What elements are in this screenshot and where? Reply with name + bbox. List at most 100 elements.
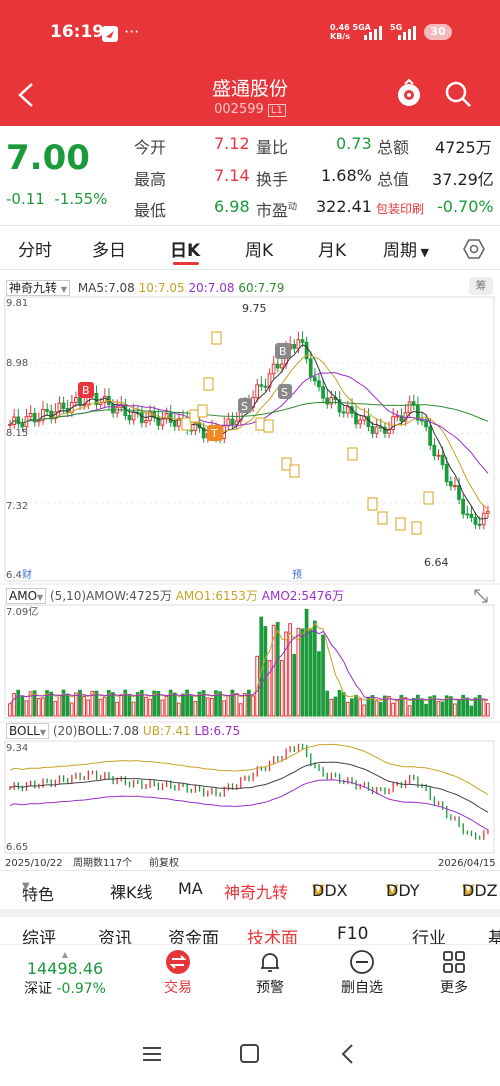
candle-body <box>457 485 461 500</box>
amo-bar <box>387 695 391 717</box>
expand-icon[interactable] <box>474 589 488 603</box>
ma10-value: 10:7.05 <box>138 281 185 295</box>
candle-body <box>292 343 297 349</box>
candle-body <box>354 412 358 425</box>
candle-body <box>296 339 301 349</box>
tab-weekly-k[interactable]: 周K <box>245 241 274 261</box>
amo-bar <box>61 689 66 717</box>
buy-signal-2[interactable]: B <box>275 343 291 359</box>
amo-bar <box>465 697 470 717</box>
amo-bar <box>234 693 239 717</box>
candle-body <box>300 339 305 343</box>
tabbar-trade[interactable]: 交易 <box>138 949 218 997</box>
amo-lines <box>9 622 489 705</box>
home-icon[interactable] <box>238 1042 262 1066</box>
more-notifications-icon: ··· <box>124 22 140 41</box>
chip-button[interactable]: 筹 <box>469 277 493 295</box>
candle-body <box>424 420 428 428</box>
chart-area[interactable]: 9.81 8.98 8.15 7.32 6.4 财 预 9.75 6.64 B … <box>0 270 500 870</box>
recent-apps-icon[interactable] <box>140 1044 164 1064</box>
amo1-value: AMO1:6153万 <box>175 589 258 603</box>
amo-bar <box>177 702 181 717</box>
tabbar-remove-watch[interactable]: 删自选 <box>322 949 402 997</box>
tabbar-alert[interactable]: 预警 <box>230 949 310 997</box>
pe-value: 322.41 <box>316 197 372 216</box>
candle-body <box>201 427 206 439</box>
amo-bar <box>345 701 350 717</box>
amo-bar <box>115 701 119 717</box>
amo-bar <box>444 695 449 717</box>
system-back-icon[interactable] <box>336 1042 360 1066</box>
sell-signal-1[interactable]: S <box>238 398 252 413</box>
indicator-tab-ma[interactable]: MA <box>178 879 203 898</box>
candle-body <box>448 481 453 487</box>
candle-body <box>156 416 161 426</box>
search-icon[interactable] <box>444 80 472 108</box>
indicator-selector[interactable]: 神奇九转 ▼ <box>6 280 70 296</box>
amo-bar <box>382 695 387 717</box>
amo-bar <box>49 691 54 717</box>
amo-legend: AMO▼ (5,10)AMOW:4725万 AMO1:6153万 AMO2:54… <box>6 587 344 604</box>
boll-selector[interactable]: BOLL▼ <box>6 723 49 739</box>
amo-bar <box>362 704 367 717</box>
dropdown-icon: ▼ <box>417 246 429 259</box>
tab-monthly-k[interactable]: 月K <box>318 241 347 261</box>
buy-signal-1[interactable]: B <box>78 382 94 398</box>
candle-body <box>20 423 25 428</box>
nine-turn-marker <box>211 331 222 345</box>
candle-body <box>461 498 465 515</box>
amo2-line <box>9 630 488 705</box>
date-end: 2026/04/15 <box>438 858 496 869</box>
back-icon[interactable] <box>14 80 38 110</box>
signal-icon <box>364 26 382 40</box>
sector-link[interactable]: 包装印刷 <box>376 202 425 216</box>
boll-mid-line <box>9 761 489 813</box>
indicator-tab-magic-nine[interactable]: 神奇九转 <box>224 883 289 902</box>
boll-value: BOLL:7.08 <box>77 724 140 738</box>
pe-label: 市盈动 <box>256 201 298 220</box>
candle-body <box>177 418 181 427</box>
t-signal[interactable]: T <box>207 425 223 441</box>
amo-bar <box>473 697 478 717</box>
candle-body <box>308 358 313 378</box>
amo-bar <box>354 694 358 717</box>
current-price: 7.00 <box>6 138 90 178</box>
section-f10[interactable]: F10 <box>337 924 369 944</box>
tab-multi-day[interactable]: 多日 <box>92 241 126 261</box>
y-label-3: 8.15 <box>6 428 28 439</box>
svg-text:B: B <box>82 384 90 397</box>
sell-signal-2[interactable]: S <box>278 384 292 399</box>
amo-bar <box>90 690 95 717</box>
active-tab-indicator <box>173 262 199 265</box>
tab-intraday[interactable]: 分时 <box>18 241 52 261</box>
amo-selector[interactable]: AMO▼ <box>6 588 47 604</box>
index-widget[interactable]: ▲ 14498.46 深证 -0.97% <box>10 951 120 998</box>
amo-bar <box>20 695 25 717</box>
amo-bar <box>205 697 210 717</box>
ma-lines <box>9 344 489 520</box>
amo-bar <box>218 691 222 717</box>
nine-turn-marker <box>347 447 358 461</box>
amo-bar <box>424 703 428 717</box>
index-change: -0.97% <box>56 981 106 997</box>
settings-hex-icon[interactable] <box>462 237 486 261</box>
candle-body <box>399 415 404 422</box>
amount-value: 4725万 <box>435 138 492 157</box>
forecast-marker[interactable]: 预 <box>292 569 302 581</box>
amo-bar <box>45 690 49 717</box>
tab-daily-k[interactable]: 日K <box>170 241 201 261</box>
finance-marker[interactable]: 财 <box>22 568 32 581</box>
robot-assistant-icon[interactable] <box>394 78 424 108</box>
tab-period[interactable]: 周期 ▼ <box>383 241 429 261</box>
amo-bar <box>201 690 206 717</box>
amo-bar <box>370 695 375 717</box>
candle-body <box>440 454 445 466</box>
mcap-label: 总值 <box>377 170 410 189</box>
nine-turn-marker <box>411 521 422 535</box>
nine-turn-marker <box>289 464 300 478</box>
low-price-label: 6.64 <box>424 556 449 569</box>
amo-bar <box>172 692 177 717</box>
indicator-tab-bare-k[interactable]: 裸K线 <box>110 883 153 902</box>
tabbar-more[interactable]: 更多 <box>414 949 494 997</box>
svg-text:B: B <box>279 345 287 358</box>
